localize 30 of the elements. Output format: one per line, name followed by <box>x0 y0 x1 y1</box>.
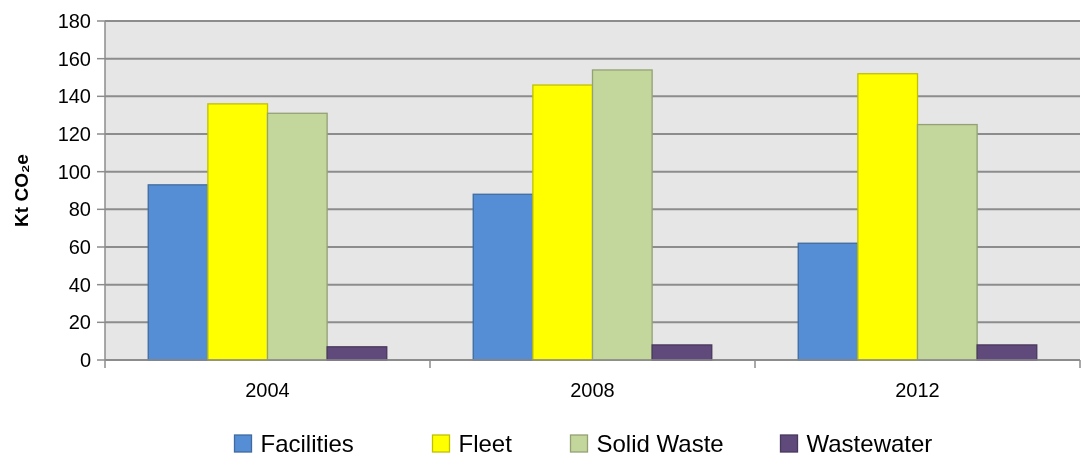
y-tick-label: 140 <box>57 85 91 108</box>
legend-label: Wastewater <box>806 430 933 457</box>
legend-label: Facilities <box>260 430 354 457</box>
bar <box>976 344 1038 361</box>
y-tick-label: 40 <box>68 273 91 296</box>
bar <box>266 112 328 361</box>
legend-label: Fleet <box>458 430 513 457</box>
y-tick-label: 100 <box>57 160 91 183</box>
bar <box>147 184 209 361</box>
bar <box>651 344 713 361</box>
y-tick-label: 20 <box>68 311 91 334</box>
legend-label: Solid Waste <box>596 430 724 457</box>
y-tick-label: 180 <box>57 10 91 32</box>
bar <box>916 123 978 361</box>
bar <box>532 84 594 361</box>
bar <box>326 346 388 361</box>
x-tick-label: 2004 <box>245 379 290 401</box>
x-tick-label: 2008 <box>570 379 615 401</box>
bar <box>207 103 269 361</box>
y-axis-title: Kt CO₂e <box>11 154 32 227</box>
y-tick-label: 120 <box>57 123 91 145</box>
bar <box>857 73 919 361</box>
x-tick-label: 2012 <box>895 379 940 401</box>
bar <box>797 242 859 361</box>
bar <box>591 69 653 361</box>
y-tick-label: 80 <box>68 198 91 221</box>
y-tick-label: 160 <box>57 47 91 70</box>
y-tick-label: 60 <box>68 236 91 258</box>
y-tick-label: 0 <box>79 349 91 371</box>
bar <box>472 193 534 361</box>
